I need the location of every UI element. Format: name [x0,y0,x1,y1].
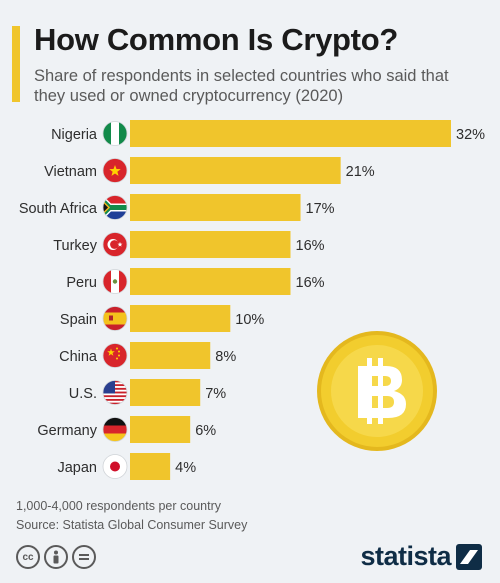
us-flag-icon [102,380,128,405]
bar [130,157,341,184]
bar-row-peru: Peru 16% [66,268,325,295]
bar [130,120,451,147]
category-label: China [59,349,98,365]
value-label: 17% [306,201,335,217]
nd-icon [72,545,96,569]
bar [130,194,301,221]
cc-icon: cc [16,545,40,569]
footnote: 1,000-4,000 respondents per country Sour… [16,497,247,535]
category-label: Peru [66,275,97,291]
bar-row-turkey: Turkey 16% [53,231,325,258]
bitcoin-coin-icon [317,331,437,451]
japan-flag-icon [102,454,128,479]
bar-row-vietnam: Vietnam 21% [44,157,375,184]
value-label: 16% [296,275,325,291]
bar-row-spain: Spain 10% [60,305,264,332]
category-label: Vietnam [44,164,97,180]
bar-row-germany: Germany 6% [37,416,216,443]
category-label: Turkey [53,238,98,254]
bar [130,342,211,369]
sample-note: 1,000-4,000 respondents per country [16,499,221,513]
value-label: 10% [235,312,264,328]
value-label: 16% [296,238,325,254]
bar [130,305,231,332]
bar-row-south-africa: South Africa 17% [19,194,335,221]
title-accent-bar [12,26,20,102]
by-icon [44,545,68,569]
category-label: U.S. [69,386,97,402]
bar-row-china: China 8% [59,342,236,369]
statista-logo-icon [456,543,482,570]
spain-flag-icon [102,306,128,331]
chart-subtitle: Share of respondents in selected countri… [34,67,449,105]
value-label: 21% [346,164,375,180]
bar-row-u-s: U.S. 7% [69,379,226,406]
value-label: 32% [456,127,485,143]
category-label: Germany [37,423,97,439]
turkey-flag-icon [102,232,128,257]
bar [130,268,291,295]
bar [130,416,191,443]
category-label: South Africa [19,201,98,217]
south-africa-flag-icon [102,195,128,220]
bar [130,231,291,258]
nigeria-flag-icon [102,121,128,146]
category-label: Japan [57,460,97,476]
vietnam-flag-icon [102,158,128,183]
statista-logo-text: statista [360,541,451,571]
source-note: Source: Statista Global Consumer Survey [16,518,248,532]
china-flag-icon [102,343,128,368]
value-label: 6% [195,423,216,439]
license-icons: cc [16,545,96,569]
bar-chart: Nigeria 32% Vietnam 21% South Africa 17% Turke… [19,120,485,480]
chart-title: How Common Is Crypto? [34,22,398,57]
bar [130,453,171,480]
bar-row-japan: Japan 4% [57,453,196,480]
germany-flag-icon [102,417,128,442]
category-label: Spain [60,312,97,328]
bar [130,379,201,406]
bar-row-nigeria: Nigeria 32% [51,120,485,147]
value-label: 8% [215,349,236,365]
category-label: Nigeria [51,127,98,143]
value-label: 4% [175,460,196,476]
peru-flag-icon [102,269,128,294]
value-label: 7% [205,386,226,402]
statista-logo[interactable]: statista [360,541,482,572]
